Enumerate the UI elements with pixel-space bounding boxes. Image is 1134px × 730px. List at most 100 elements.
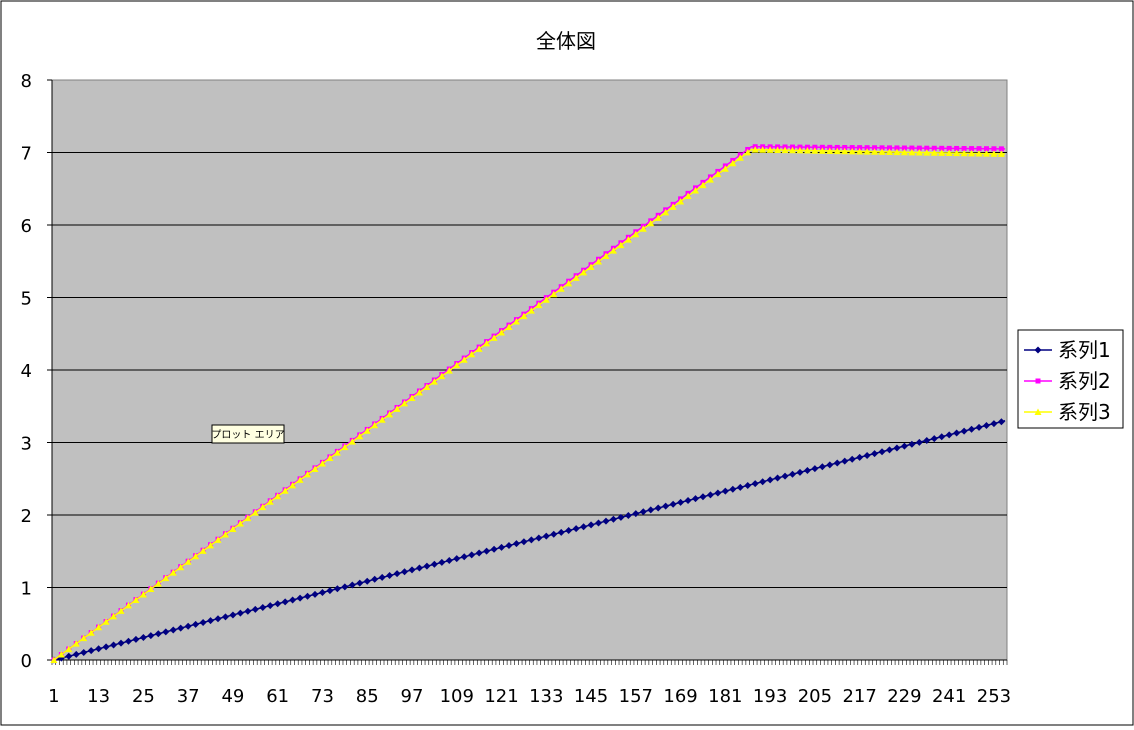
legend-item-3[interactable]: 系列3 [1024,400,1111,424]
series-point [259,603,267,611]
x-tick-label: 97 [401,686,424,707]
series-point [617,513,625,521]
series-point [706,176,714,183]
legend-item-1[interactable]: 系列1 [1024,338,1111,362]
series-point [848,147,856,155]
series-point [550,530,558,538]
series-point [915,148,923,156]
series-point [393,570,401,578]
series-point [468,551,476,559]
series-point [885,446,893,454]
legend[interactable]: 系列1 系列2 系列3 [1017,329,1124,429]
series-point [557,528,565,536]
series-1 [50,418,1006,664]
series-point [796,146,804,154]
series-point [774,146,782,154]
series-point [244,514,252,522]
series-point [520,538,528,546]
series-point [363,427,371,434]
series-point [982,150,990,157]
y-tick-label: 2 [21,506,32,527]
series-point [602,517,610,525]
x-tick-label: 241 [932,686,966,707]
series-point [415,564,423,572]
series-point [386,572,394,580]
y-tick-label: 6 [21,216,32,237]
series-point [296,594,304,602]
series-point [326,587,334,595]
series-point [565,527,573,535]
series-point [460,356,468,363]
series-point [311,590,319,598]
series-point [169,626,177,634]
series-point [811,465,819,473]
series-point [512,540,520,548]
series-point [512,318,520,325]
series-point [699,181,707,189]
series-point [498,328,506,336]
series-point [662,502,670,510]
series-point [520,312,528,320]
series-point [214,536,222,543]
series-point [132,596,140,603]
series-point [856,453,864,461]
series-point [602,252,610,260]
series-point [401,399,409,407]
x-tick-label: 37 [177,686,200,707]
series-point [147,632,155,640]
series-point [916,145,922,151]
legend-marker [1034,346,1042,354]
series-point [535,534,543,542]
series-point [72,650,80,658]
series-point [908,148,916,156]
series-point [527,307,535,314]
series-point [639,225,647,232]
series-point [356,579,364,587]
series-point [475,345,483,352]
series-point [445,367,453,374]
series-point [490,334,498,341]
x-tick-label: 229 [887,686,921,707]
series-point [65,645,73,653]
series-point [266,602,274,610]
series-point [527,536,535,544]
x-tick-label: 253 [977,686,1011,707]
series-point [729,485,737,493]
series-point [968,425,976,433]
series-point [229,525,237,532]
series-point [490,545,498,553]
series-point [378,573,386,581]
series-point [333,449,341,456]
series-point [117,639,125,647]
series-point [214,615,222,623]
series-point [871,450,879,458]
legend-item-2[interactable]: 系列2 [1024,369,1111,393]
series-point [401,568,409,576]
series-point [386,410,394,418]
series-point [341,443,349,451]
x-tick-label: 145 [574,686,608,707]
series-point [774,474,782,482]
series-point [781,472,789,480]
series-point [945,431,953,439]
y-tick-label: 1 [21,579,32,600]
series-point [244,607,252,615]
series-point [162,574,170,582]
chart-title: 全体図 [536,29,596,53]
series-point [930,435,938,443]
series-point [609,247,617,254]
x-tick-label: 61 [266,686,289,707]
series-point [192,552,200,560]
series-point [341,583,349,591]
series-point [117,607,125,614]
series-point [736,483,744,491]
series-point [879,145,885,151]
y-axis: 0 1 2 3 4 5 6 7 8 [21,71,53,672]
series-point [923,436,931,444]
series-point [572,525,580,533]
series-point [893,444,901,452]
series-point [893,148,901,156]
series-point [289,596,297,604]
series-point [483,547,491,555]
series-point [266,498,274,505]
